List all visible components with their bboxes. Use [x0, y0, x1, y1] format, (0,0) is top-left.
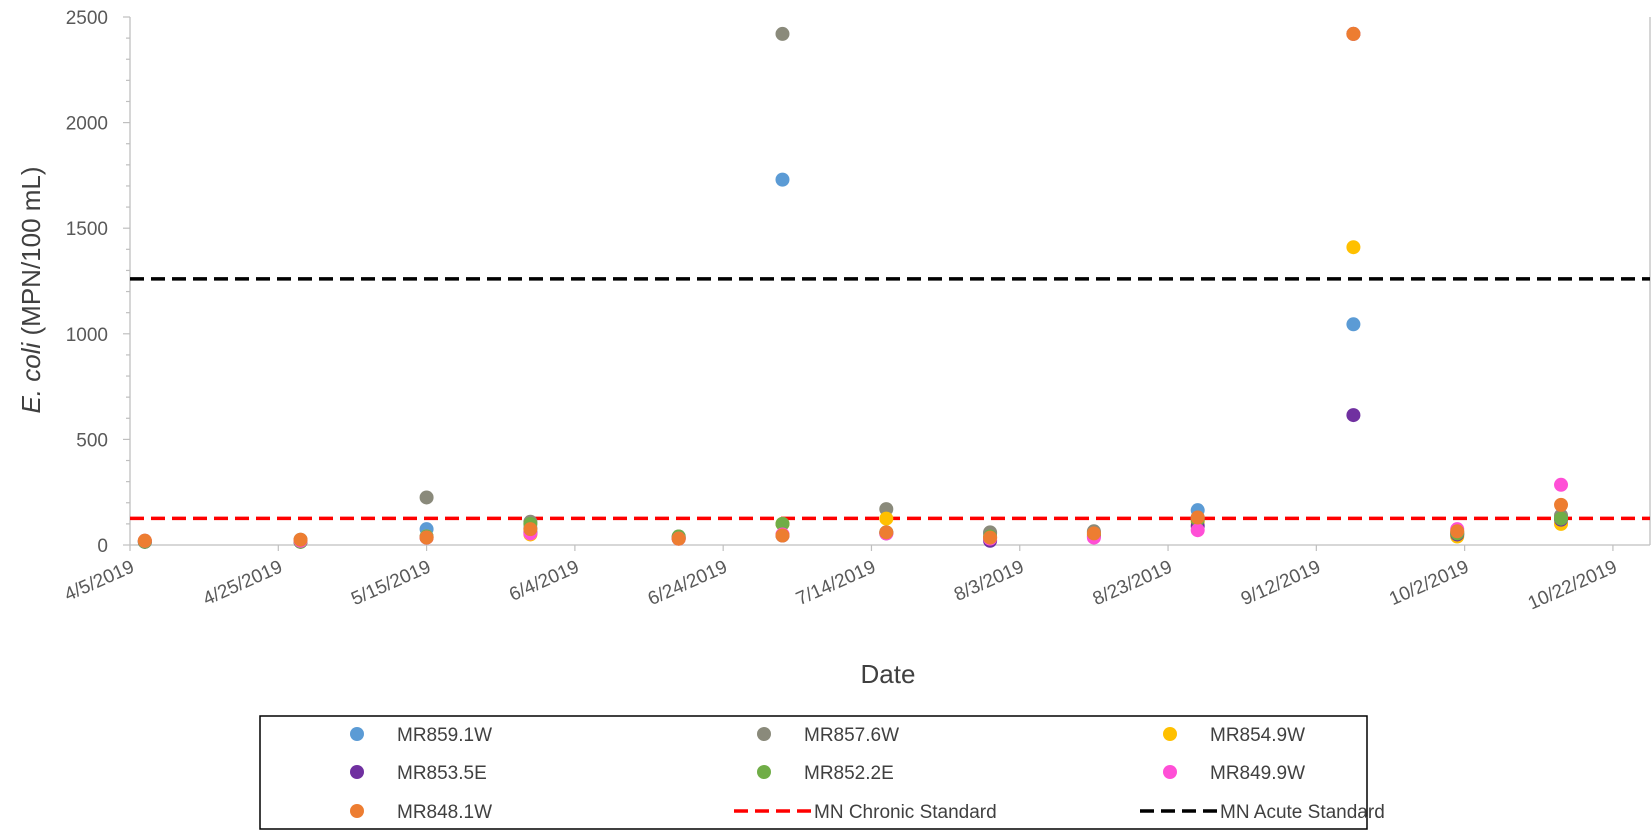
legend-marker — [757, 727, 771, 741]
legend-marker — [350, 804, 364, 818]
legend-label: MR857.6W — [804, 725, 899, 746]
data-point — [1554, 497, 1569, 512]
data-point — [1450, 524, 1465, 539]
legend-label: MR849.9W — [1210, 763, 1305, 784]
data-point — [523, 522, 538, 537]
data-point — [775, 516, 790, 531]
data-point — [1346, 317, 1361, 332]
data-point — [137, 533, 152, 548]
x-tick-labels: 4/5/2019 4/25/2019 5/15/2019 6/4/2019 6/24/2… — [61, 557, 1620, 615]
y-tick-label: 2500 — [66, 8, 108, 29]
reference-lines — [130, 277, 1650, 521]
x-tick-label: 9/12/2019 — [1238, 557, 1324, 611]
legend-label: MR852.2E — [804, 763, 894, 784]
y-tick-label: 2000 — [66, 114, 108, 135]
x-tick-label: 6/24/2019 — [645, 557, 731, 611]
legend-marker — [350, 765, 364, 779]
data-point — [419, 530, 434, 545]
legend-label: MR848.1W — [397, 802, 492, 823]
y-tick-label: 1500 — [66, 219, 108, 240]
x-tick-label: 8/3/2019 — [951, 557, 1027, 606]
x-tick-label: 6/4/2019 — [506, 557, 582, 606]
data-point — [1190, 523, 1205, 538]
legend-marker — [1163, 765, 1177, 779]
data-point — [1346, 408, 1361, 423]
data-point — [1190, 510, 1205, 525]
legend-marker — [757, 765, 771, 779]
data-points — [137, 26, 1569, 549]
data-point — [775, 172, 790, 187]
data-point — [1346, 26, 1361, 41]
data-point — [1346, 240, 1361, 255]
y-tick-label: 500 — [76, 430, 108, 451]
data-point — [293, 532, 308, 547]
x-tick-label: 4/5/2019 — [61, 557, 137, 606]
legend-marker — [1163, 727, 1177, 741]
data-point — [775, 528, 790, 543]
data-point — [1086, 526, 1101, 541]
legend-label: MR854.9W — [1210, 725, 1305, 746]
legend-label: MN Chronic Standard — [814, 802, 997, 823]
x-tick-label: 10/22/2019 — [1525, 557, 1620, 615]
data-point — [983, 530, 998, 545]
x-tick-label: 8/23/2019 — [1090, 557, 1176, 611]
x-tick-label: 7/14/2019 — [793, 557, 879, 611]
x-tick-label: 4/25/2019 — [200, 557, 286, 611]
y-axis-title-rest: (MPN/100 mL) — [16, 166, 46, 342]
legend-marker — [350, 727, 364, 741]
data-point — [775, 26, 790, 41]
axes — [123, 16, 1651, 551]
x-tick-label: 5/15/2019 — [348, 557, 434, 611]
data-point — [1554, 477, 1569, 492]
data-point — [419, 490, 434, 505]
x-tick-label: 10/2/2019 — [1386, 557, 1472, 611]
data-point — [879, 511, 894, 526]
legend-label: MR853.5E — [397, 763, 487, 784]
legend-label: MN Acute Standard — [1220, 802, 1385, 823]
y-tick-label: 0 — [97, 536, 108, 557]
y-tick-label: 1000 — [66, 325, 108, 346]
x-axis-title: Date — [861, 659, 916, 689]
y-axis-title: E. coli (MPN/100 mL) — [16, 166, 46, 413]
legend-label: MR859.1W — [397, 725, 492, 746]
data-point — [671, 531, 686, 546]
data-point — [879, 525, 894, 540]
y-axis-title-italic: E. coli — [16, 342, 46, 414]
legend: MR859.1W MR857.6W MR854.9W MR853.5E MR852.2E… — [259, 715, 1385, 830]
y-tick-labels: 0 500 1000 1500 2000 2500 — [66, 8, 108, 557]
data-point — [1554, 511, 1569, 526]
